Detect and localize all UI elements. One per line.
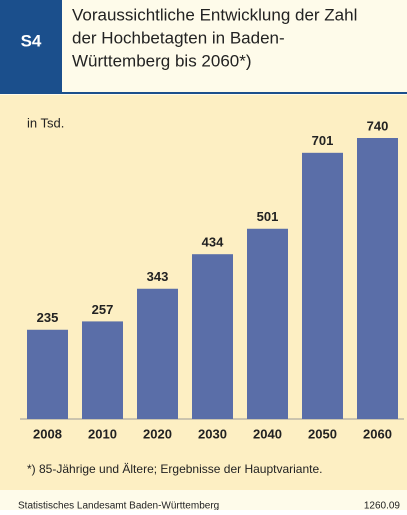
data-label: 257 <box>92 302 114 317</box>
x-tick-label: 2020 <box>143 426 172 441</box>
code: 1260.09 <box>364 501 401 510</box>
bar <box>302 152 343 420</box>
bar <box>192 254 233 419</box>
chart-title: Württemberg bis 2060*) <box>72 51 252 70</box>
chart-title: der Hochbetagten in Baden- <box>72 28 285 47</box>
bar <box>82 321 123 419</box>
x-tick-label: 2010 <box>88 426 117 441</box>
badge: S4 <box>21 31 42 50</box>
footnote: *) 85-Jährige und Ältere; Ergebnisse der… <box>27 462 323 476</box>
bar <box>137 288 178 419</box>
bar <box>357 138 398 419</box>
data-label: 740 <box>367 118 389 133</box>
source: Statistisches Landesamt Baden-Württember… <box>18 501 219 510</box>
bar <box>247 228 288 419</box>
data-label: 701 <box>312 133 334 148</box>
chart-title: Voraussichtliche Entwicklung der Zahl <box>72 5 357 24</box>
bar <box>27 329 68 419</box>
data-label: 343 <box>147 269 169 284</box>
data-label: 235 <box>37 310 59 325</box>
x-tick-label: 2050 <box>308 426 337 441</box>
badge-box <box>0 0 62 92</box>
data-label: 434 <box>202 235 224 250</box>
data-label: 501 <box>257 209 279 224</box>
x-tick-label: 2060 <box>363 426 392 441</box>
x-tick-label: 2030 <box>198 426 227 441</box>
x-tick-label: 2008 <box>33 426 62 441</box>
unit-label: in Tsd. <box>27 115 64 130</box>
x-tick-label: 2040 <box>253 426 282 441</box>
